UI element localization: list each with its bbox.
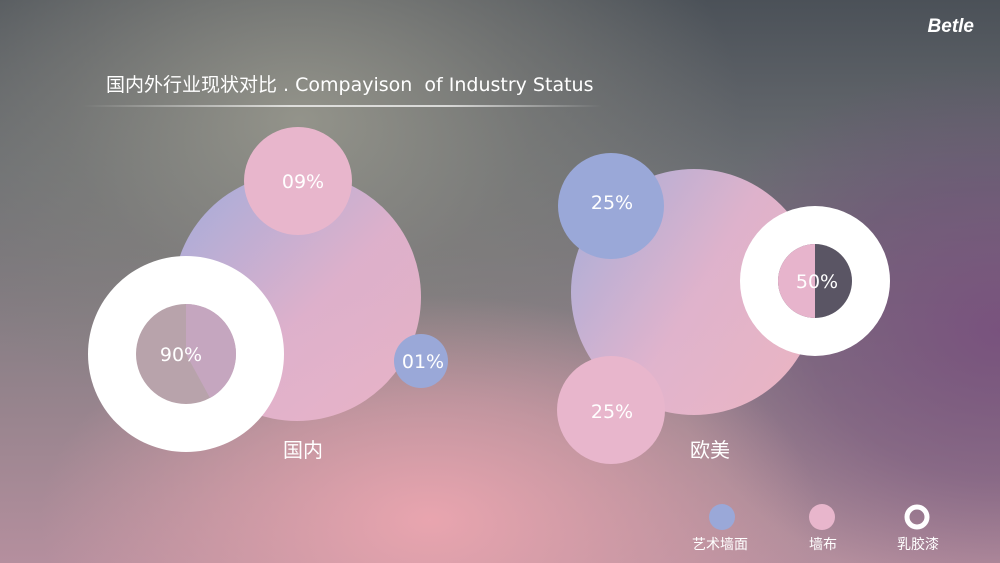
legend-label: 墙布 — [809, 537, 837, 553]
title-divider — [82, 105, 602, 107]
western-group: 25% 25% 50% 欧美 — [557, 153, 890, 464]
legend-filled-circle-icon — [809, 504, 835, 530]
domestic-latex-label: 90% — [160, 344, 202, 366]
western-region-label: 欧美 — [690, 438, 730, 462]
domestic-group: 90% 09% 01% 国内 — [88, 127, 448, 462]
legend-item-wallcloth: 墙布 — [809, 504, 837, 553]
western-artwall-bubble — [558, 153, 664, 259]
western-latex-label: 50% — [796, 271, 838, 293]
legend-ring-icon — [904, 504, 930, 530]
domestic-region-label: 国内 — [283, 438, 323, 462]
legend-label: 乳胶漆 — [897, 536, 939, 553]
domestic-artwall-bubble — [394, 334, 448, 388]
domestic-wallcloth-bubble — [244, 127, 352, 235]
legend-item-latex: 乳胶漆 — [897, 504, 939, 553]
domestic-wallcloth-label: 09% — [282, 171, 324, 193]
western-wallcloth-label: 25% — [591, 401, 633, 423]
legend-filled-circle-icon — [709, 504, 735, 530]
domestic-artwall-label: 01% — [402, 351, 444, 373]
western-artwall-label: 25% — [591, 192, 633, 214]
domestic-ring-hole-overlap — [186, 304, 237, 398]
legend: 艺术墙面 墙布 乳胶漆 — [692, 504, 939, 553]
western-wallcloth-bubble — [557, 356, 665, 464]
legend-label: 艺术墙面 — [692, 537, 748, 553]
page-title: 国内外行业现状对比 . Compayison of Industry Statu… — [106, 74, 594, 96]
brand-logo: Betle — [927, 16, 974, 37]
legend-item-art-wall: 艺术墙面 — [692, 504, 748, 553]
western-ring-hole-half — [778, 244, 815, 318]
